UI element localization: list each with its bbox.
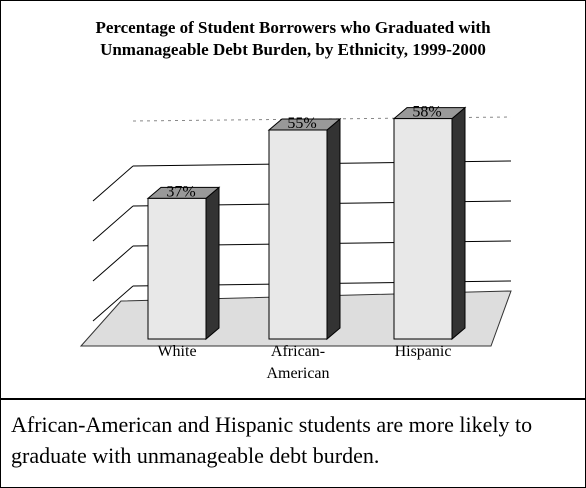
bar-front xyxy=(147,197,207,340)
bar xyxy=(146,186,221,341)
wall-line xyxy=(92,285,134,322)
wall-line xyxy=(92,205,134,242)
wall-line xyxy=(92,165,134,202)
bar-side xyxy=(451,106,466,341)
x-tick-label: White xyxy=(157,343,197,360)
value-label: 55% xyxy=(287,115,316,132)
chart: 37% 55% 58% xyxy=(79,104,512,347)
bar-front xyxy=(393,118,453,340)
bar xyxy=(392,106,467,341)
value-label: 37% xyxy=(166,183,195,200)
bar xyxy=(267,117,342,341)
bar-side xyxy=(326,117,341,341)
caption: African-American and Hispanic students a… xyxy=(11,412,533,468)
bar-front xyxy=(268,129,328,340)
chart-panel: 37% 55% 58% Percentage of Student Borrower… xyxy=(1,1,585,400)
value-label: 58% xyxy=(412,104,441,121)
x-tick-label: African-American xyxy=(266,343,330,382)
x-tick-label: Hispanic xyxy=(394,343,452,360)
wall-line xyxy=(92,245,134,282)
chart-title: Percentage of Student Borrowers who Grad… xyxy=(95,18,491,59)
bar-side xyxy=(205,186,220,341)
